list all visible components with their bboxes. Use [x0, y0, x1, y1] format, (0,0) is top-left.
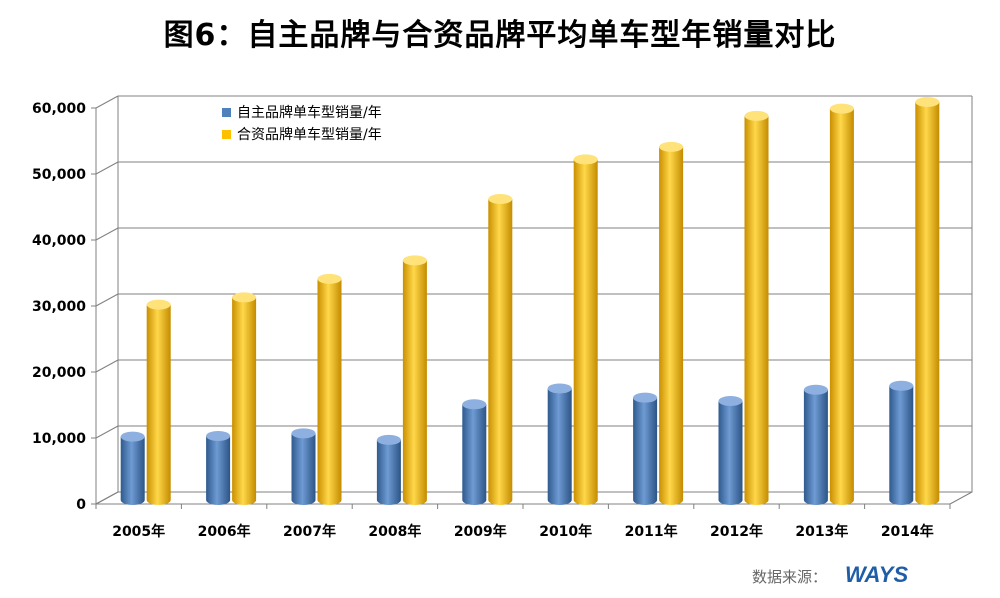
bar-jv [232, 292, 257, 505]
bar-domestic [889, 380, 914, 505]
x-tick-label: 2013年 [795, 523, 848, 540]
bar-jv [915, 97, 940, 505]
bar-top [829, 103, 854, 114]
bar-body [462, 404, 487, 505]
bar-body [317, 278, 342, 505]
x-tick-label: 2007年 [283, 523, 336, 540]
y-tick-label: 40,000 [32, 233, 86, 249]
x-tick-label: 2006年 [198, 523, 251, 540]
bar-top [659, 141, 684, 152]
bar-jv [317, 273, 342, 505]
bar-body [120, 436, 145, 505]
floor-right-edge [949, 491, 973, 505]
bar-body [206, 435, 231, 505]
bars [120, 97, 940, 506]
bar-jv [488, 194, 513, 505]
y-tick-label: 0 [76, 497, 86, 513]
bar-top [462, 399, 487, 410]
bar-body [915, 102, 940, 505]
bar-body [659, 146, 684, 505]
x-tick-label: 2010年 [539, 523, 592, 540]
bar-top [376, 434, 401, 445]
legend-swatch [222, 108, 231, 117]
x-axis-ticks: 2005年 2006年 2007年 2008年 2009年 2010年 2011年 2012年… [95, 504, 951, 540]
bar-jv [744, 110, 769, 506]
bar-body [547, 388, 572, 505]
y-tick-label: 20,000 [32, 365, 86, 381]
bar-body [744, 115, 769, 506]
bar-body [402, 260, 427, 505]
bar-top [889, 380, 914, 391]
gridline-diagonal [95, 425, 119, 439]
bar-body [829, 108, 854, 505]
bar-domestic [206, 430, 231, 505]
gridlines [91, 95, 972, 505]
bar-jv [659, 141, 684, 505]
legend-label: 自主品牌单车型销量/年 [237, 104, 382, 121]
bar-jv [402, 255, 427, 505]
y-tick-label: 60,000 [32, 101, 86, 117]
bar-body [803, 389, 828, 505]
gridline-diagonal [95, 227, 119, 241]
y-tick-label: 10,000 [32, 431, 86, 447]
bar-jv [829, 103, 854, 505]
bar-top [291, 428, 316, 439]
bar-domestic [462, 399, 487, 505]
bar-body [718, 400, 743, 505]
bar-top [206, 430, 231, 441]
bar-top [915, 97, 940, 107]
bar-domestic [803, 384, 828, 505]
bar-top [317, 273, 342, 284]
bar-top [718, 395, 743, 406]
x-tick-label: 2014年 [881, 523, 934, 540]
bar-top [402, 255, 427, 266]
gridline-diagonal [95, 95, 119, 109]
y-tick-label: 30,000 [32, 299, 86, 315]
bar-domestic [376, 434, 401, 505]
legend-label: 合资品牌单车型销量/年 [237, 126, 382, 143]
bar-body [146, 304, 171, 505]
gridline-diagonal [95, 161, 119, 175]
chart-title: 图6：自主品牌与合资品牌平均单车型年销量对比 [163, 18, 837, 53]
ways-logo: WAYS [845, 562, 909, 587]
bar-top [488, 194, 513, 205]
source-label: 数据来源： [752, 568, 828, 586]
y-axis-ticks: 0 10,000 20,000 30,000 40,000 50,000 60,000 [32, 101, 86, 513]
x-tick-label: 2009年 [454, 523, 507, 540]
bar-body [291, 433, 316, 505]
bar-body [889, 385, 914, 505]
y-tick-label: 50,000 [32, 167, 86, 183]
bar-domestic [718, 395, 743, 505]
bar-top [120, 431, 145, 442]
bar-top [573, 154, 598, 165]
bar-top [232, 292, 257, 303]
legend-swatch [222, 130, 231, 139]
gridline-diagonal [95, 491, 119, 505]
bar-top [547, 383, 572, 394]
gridline-diagonal [95, 293, 119, 307]
bar-body [633, 397, 658, 505]
bar-top [744, 110, 769, 121]
bar-top [633, 392, 658, 403]
x-tick-label: 2008年 [368, 523, 421, 540]
bar-body [488, 199, 513, 505]
bar-domestic [291, 428, 316, 505]
x-tick-label: 2011年 [625, 523, 678, 540]
bar-body [232, 297, 257, 505]
x-tick-label: 2005年 [112, 523, 165, 540]
bar-top [803, 384, 828, 395]
bar-top [146, 299, 171, 310]
bar-body [376, 439, 401, 505]
bar-domestic [633, 392, 658, 505]
gridline-diagonal [95, 359, 119, 373]
bar-domestic [547, 383, 572, 505]
bar-jv [573, 154, 598, 506]
bar-domestic [120, 431, 145, 505]
bar-jv [146, 299, 171, 505]
x-tick-label: 2012年 [710, 523, 763, 540]
bar-body [573, 159, 598, 506]
